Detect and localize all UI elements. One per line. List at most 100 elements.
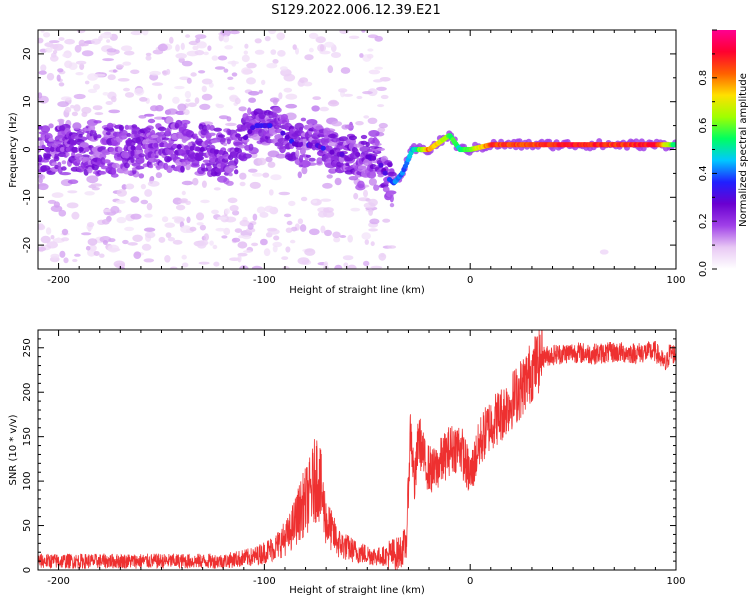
noise-blob [194, 50, 205, 56]
x-tick-label: -100 [253, 275, 276, 286]
ridge-blob [231, 151, 237, 157]
ridge-blob [130, 145, 136, 151]
band-blob [61, 166, 67, 171]
noise-blob [339, 235, 347, 238]
noise-blob [172, 239, 183, 245]
noise-blob [227, 86, 235, 91]
band-blob [370, 171, 376, 177]
noise-blob [247, 222, 254, 230]
noise-blob [190, 72, 197, 77]
band-blob [360, 134, 368, 140]
ridge-blob [355, 152, 361, 157]
noise-blob [213, 187, 221, 191]
noise-blob [304, 54, 314, 61]
noise-blob [158, 236, 166, 243]
noise-blob [215, 227, 226, 232]
noise-blob [304, 248, 316, 256]
ridge-blob [242, 135, 249, 141]
noise-blob [343, 262, 349, 268]
band-blob [223, 142, 228, 146]
noise-blob [265, 156, 273, 163]
noise-blob [111, 95, 117, 103]
noise-blob [278, 191, 291, 196]
noise-blob [286, 220, 293, 226]
spectrogram-y-axis: -20 -10 0 10 20 [22, 29, 676, 270]
band-blob [38, 154, 43, 163]
snr-y-axis-label: SNR (10 * v/v) [8, 414, 19, 485]
noise-blob [239, 219, 250, 227]
figure-title: S129.2022.006.12.39.E21 [271, 3, 440, 18]
noise-blob [285, 227, 293, 233]
colorbar-tick-label: 0.2 [698, 213, 709, 229]
band-blob [54, 164, 59, 170]
ridge-blob [189, 145, 195, 151]
band-blob [41, 159, 50, 163]
noise-blob [185, 98, 191, 103]
ridge-blob [297, 142, 303, 148]
noise-blob [270, 174, 282, 181]
ridge-blob [672, 142, 676, 148]
noise-blob [51, 192, 64, 198]
ridge-blob [59, 147, 66, 152]
noise-blob [192, 177, 199, 186]
noise-blob [363, 115, 370, 119]
noise-blob [222, 35, 230, 43]
noise-blob [114, 263, 126, 269]
noise-blob [267, 161, 276, 168]
noise-blob [93, 251, 100, 256]
y-tick-label: 0 [22, 146, 33, 152]
noise-blob [120, 45, 133, 52]
noise-blob [123, 50, 135, 56]
noise-blob [322, 182, 333, 189]
band-blob [69, 139, 77, 146]
noise-blob [199, 224, 206, 231]
noise-blob [361, 232, 372, 240]
snr-line [38, 330, 676, 570]
noise-blob [214, 66, 226, 70]
noise-blob [319, 50, 331, 55]
noise-blob [108, 109, 121, 114]
spectrogram-y-axis-label: Frequency (Hz) [8, 112, 19, 188]
snr-panel: -200 -100 0 100 0 50 100 150 200 250 Height of s… [8, 329, 686, 596]
noise-blob [372, 79, 383, 83]
noise-blob [248, 91, 260, 96]
noise-blob [282, 265, 290, 269]
band-blob [248, 143, 254, 151]
noise-blob [203, 51, 209, 56]
ridge-blob [247, 129, 253, 135]
noise-blob [323, 261, 329, 268]
noise-blob [300, 117, 307, 122]
noise-blob [172, 96, 180, 104]
band-blob [87, 166, 93, 174]
y-tick-label: -20 [22, 237, 33, 253]
noise-blob [275, 153, 287, 159]
band-blob [387, 162, 393, 167]
band-blob [106, 122, 114, 129]
noise-blob [334, 264, 343, 269]
ridge-blob [72, 147, 79, 152]
noise-blob [277, 50, 286, 57]
noise-blob [60, 96, 72, 101]
noise-blob [141, 30, 149, 36]
noise-blob [43, 32, 51, 38]
x-tick-label: 100 [666, 576, 685, 587]
band-blob [40, 125, 51, 133]
spectrogram-heatmap [38, 30, 676, 269]
noise-blob [101, 219, 110, 225]
noise-blob [198, 261, 210, 265]
ridge-blob [378, 162, 384, 168]
noise-blob [198, 70, 206, 74]
band-blob [177, 133, 184, 140]
noise-blob [227, 197, 238, 204]
band-blob [302, 137, 307, 146]
noise-blob [266, 62, 278, 69]
noise-blob [312, 96, 322, 100]
band-blob [130, 149, 135, 157]
band-blob [70, 133, 80, 140]
noise-blob [132, 234, 143, 242]
noise-blob [350, 207, 361, 212]
noise-blob [64, 38, 75, 45]
noise-blob [106, 39, 111, 43]
noise-blob [239, 181, 246, 187]
noise-blob [107, 74, 116, 81]
